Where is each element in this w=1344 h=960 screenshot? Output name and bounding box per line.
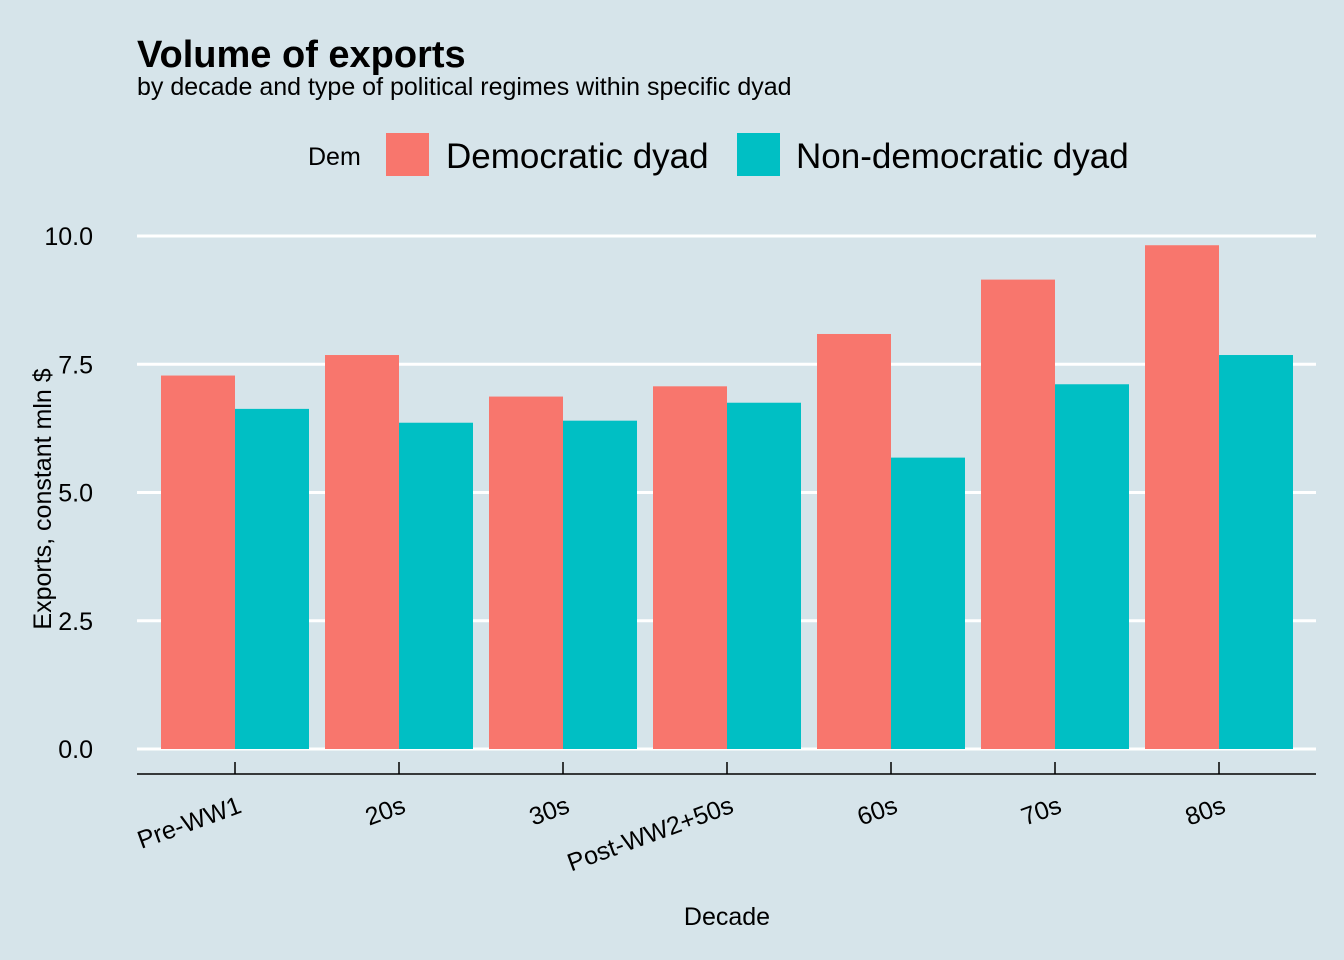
bars [161, 245, 1293, 749]
legend-label-democratic: Democratic dyad [446, 137, 709, 176]
bar-non-democratic [399, 422, 473, 749]
bar-non-democratic [563, 420, 637, 749]
bar-democratic [489, 396, 563, 749]
legend: Dem Democratic dyad Non-democratic dyad [308, 133, 1129, 176]
y-tick-label: 5.0 [58, 480, 93, 508]
bar-non-democratic [727, 402, 801, 749]
bar-non-democratic [235, 408, 309, 749]
x-tick-label: 60s [854, 791, 901, 831]
bar-democratic [653, 386, 727, 749]
legend-swatch-democratic [386, 133, 429, 176]
bar-non-democratic [1055, 384, 1129, 749]
bar-non-democratic [1219, 355, 1293, 749]
bar-democratic [1145, 245, 1219, 749]
bar-democratic [981, 279, 1055, 749]
y-tick-label: 10.0 [44, 223, 93, 251]
x-tick-label: 20s [362, 791, 409, 831]
y-tick-label: 0.0 [58, 736, 93, 764]
y-tick-label: 2.5 [58, 608, 93, 636]
x-tick-label: Post-WW2+50s [564, 791, 737, 877]
bar-democratic [817, 333, 891, 749]
bar-non-democratic [891, 457, 965, 749]
x-tick-label: 30s [526, 791, 573, 831]
chart-subtitle: by decade and type of political regimes … [137, 73, 792, 101]
y-axis-ticks: 0.0 2.5 5.0 7.5 10.0 [44, 223, 93, 764]
x-tick-label: 70s [1018, 791, 1065, 831]
legend-title: Dem [308, 143, 361, 171]
x-axis-title: Decade [684, 903, 770, 931]
x-tick-label: 80s [1182, 791, 1229, 831]
bar-democratic [161, 375, 235, 749]
y-tick-label: 7.5 [58, 351, 93, 379]
y-axis-title: Exports, constant mln $ [29, 368, 57, 629]
x-tick-label: Pre-WW1 [134, 791, 245, 854]
chart-title: Volume of exports [137, 34, 466, 76]
legend-swatch-non-democratic [737, 133, 780, 176]
legend-label-non-democratic: Non-democratic dyad [796, 137, 1129, 176]
bar-democratic [325, 355, 399, 749]
